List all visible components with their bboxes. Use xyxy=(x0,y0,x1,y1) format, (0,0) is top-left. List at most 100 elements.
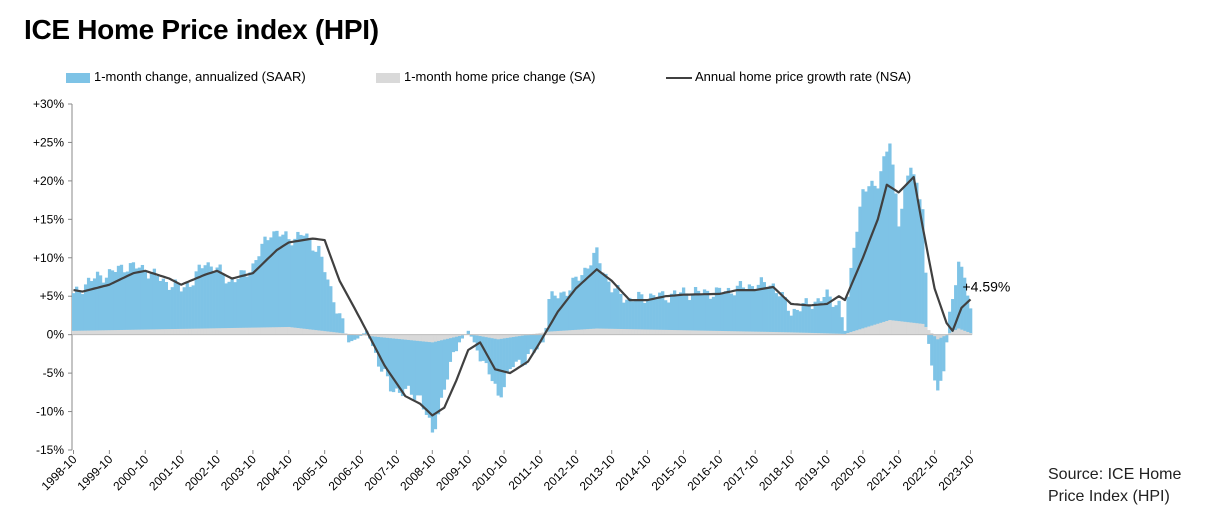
bar-sa xyxy=(795,332,799,335)
bar-saar xyxy=(834,305,838,335)
bar-saar xyxy=(819,301,823,335)
bar-sa xyxy=(634,329,638,335)
bar-sa xyxy=(681,330,686,335)
bar-sa xyxy=(798,332,802,335)
bar-saar xyxy=(116,265,121,335)
bar-sa xyxy=(616,328,620,335)
bar-saar xyxy=(750,286,755,335)
bar-saar xyxy=(439,334,444,398)
bar-sa xyxy=(182,328,186,335)
bar-sa xyxy=(317,330,321,335)
bar-sa xyxy=(571,330,575,335)
bar-sa xyxy=(110,330,115,335)
bar-saar xyxy=(526,334,530,355)
bar-sa xyxy=(508,334,512,338)
bar-sa xyxy=(490,334,494,339)
bar-saar xyxy=(861,189,865,335)
bar-sa xyxy=(921,323,925,335)
bar-sa xyxy=(672,330,677,335)
bar-sa xyxy=(969,333,973,335)
bar-sa xyxy=(852,331,856,335)
bar-sa xyxy=(813,333,817,335)
bar-saar xyxy=(804,298,808,335)
bar-sa xyxy=(864,327,868,335)
bar-saar xyxy=(813,301,817,335)
bar-sa xyxy=(541,332,545,335)
bar-sa xyxy=(942,334,946,337)
bar-sa xyxy=(711,330,716,335)
bar-sa xyxy=(726,331,731,335)
x-tick-label: 2010-10 xyxy=(469,452,510,493)
bar-sa xyxy=(373,334,378,337)
bar-saar xyxy=(867,186,871,335)
bar-sa xyxy=(777,332,781,335)
bar-saar xyxy=(191,285,195,335)
x-tick-label: 2007-10 xyxy=(361,452,402,493)
bar-saar xyxy=(335,313,339,335)
bar-sa xyxy=(128,329,133,335)
bar-saar xyxy=(565,295,569,335)
bar-saar xyxy=(723,291,728,335)
bar-saar xyxy=(870,180,874,335)
bar-saar xyxy=(687,300,692,335)
bar-saar xyxy=(284,231,288,335)
bar-sa xyxy=(445,334,450,339)
bar-sa xyxy=(717,330,722,335)
bar-sa xyxy=(643,329,647,335)
bar-saar xyxy=(323,272,327,335)
bar-saar xyxy=(571,277,575,335)
bar-sa xyxy=(819,333,823,335)
bar-sa xyxy=(684,330,689,335)
bar-sa xyxy=(197,328,201,335)
bar-sa xyxy=(625,329,629,335)
x-tick-label: 2000-10 xyxy=(110,452,151,493)
bar-sa xyxy=(810,332,814,335)
bar-saar xyxy=(741,287,746,335)
bar-sa xyxy=(915,323,919,335)
bar-saar xyxy=(562,291,566,335)
bar-saar xyxy=(966,295,970,335)
bar-sa xyxy=(161,329,165,335)
bar-saar xyxy=(616,284,620,335)
bar-sa xyxy=(936,334,940,340)
page-title: ICE Home Price index (HPI) xyxy=(24,14,379,45)
bar-saar xyxy=(296,231,300,335)
bar-sa xyxy=(924,326,928,335)
bar-saar xyxy=(948,311,952,335)
bar-sa xyxy=(601,328,605,335)
bar-saar xyxy=(92,278,97,335)
bar-saar xyxy=(158,280,163,335)
bar-sa xyxy=(966,331,970,335)
bar-sa xyxy=(281,327,285,335)
bar-saar xyxy=(738,281,743,335)
bar-sa xyxy=(900,321,904,335)
bar-sa xyxy=(155,329,160,335)
bar-saar xyxy=(203,265,207,335)
bar-saar xyxy=(933,334,937,381)
bar-saar xyxy=(200,268,204,335)
bar-saar xyxy=(445,334,450,380)
bar-sa xyxy=(332,332,336,335)
bar-saar xyxy=(637,291,641,335)
x-tick-label: 2012-10 xyxy=(541,452,582,493)
bar-saar xyxy=(469,334,473,337)
bar-sa xyxy=(954,330,958,335)
bar-saar xyxy=(128,263,133,335)
bar-saar xyxy=(338,313,342,335)
y-tick-label: 0% xyxy=(47,328,65,342)
bar-saar xyxy=(80,294,85,335)
annotation-label: +4.59% xyxy=(963,278,1011,294)
bar-sa xyxy=(933,334,937,337)
bar-saar xyxy=(173,279,177,335)
bar-saar xyxy=(400,334,405,397)
bar-saar xyxy=(858,206,862,335)
bar-sa xyxy=(412,334,417,341)
bar-saar xyxy=(670,293,674,335)
bar-sa xyxy=(828,333,832,335)
bar-sa xyxy=(912,322,916,335)
legend-label-sa: 1-month home price change (SA) xyxy=(404,69,596,84)
bar-saar xyxy=(945,334,949,343)
bar-saar xyxy=(215,267,219,335)
bar-saar xyxy=(308,238,312,335)
bar-saar xyxy=(583,267,587,335)
